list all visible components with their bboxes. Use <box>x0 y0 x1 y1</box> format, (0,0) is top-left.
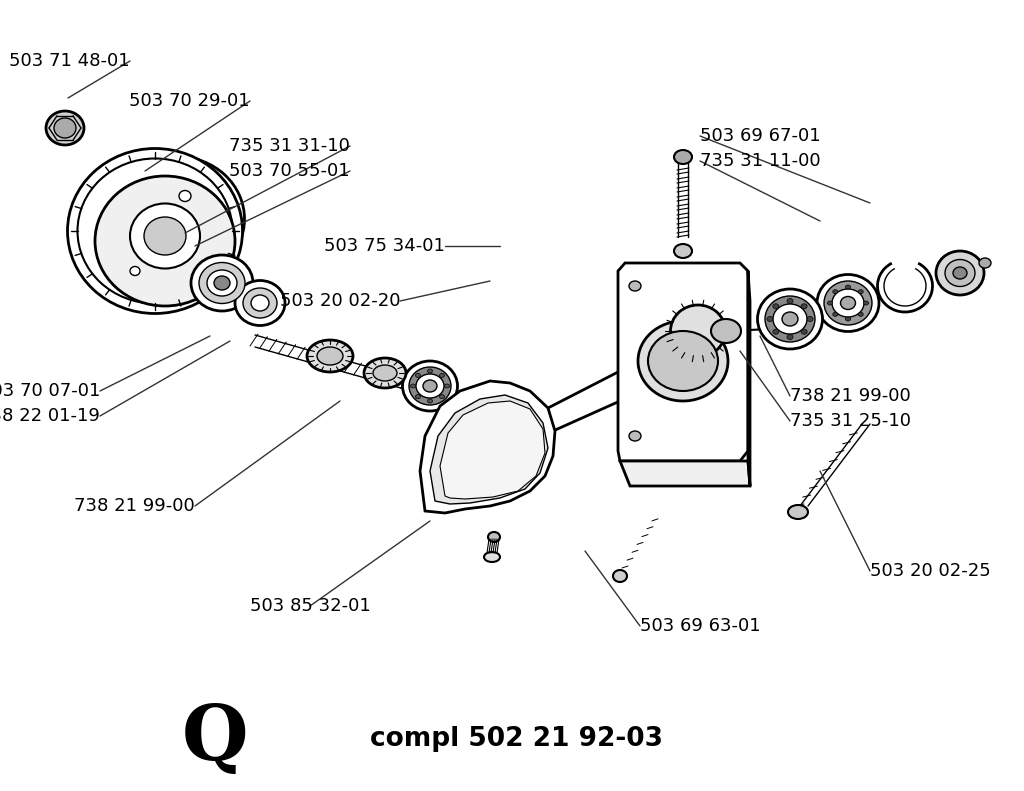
Ellipse shape <box>78 158 232 304</box>
Ellipse shape <box>214 276 230 290</box>
Text: 503 70 07-01: 503 70 07-01 <box>0 382 100 400</box>
Ellipse shape <box>824 281 872 325</box>
Ellipse shape <box>46 111 84 145</box>
Ellipse shape <box>773 329 779 335</box>
Ellipse shape <box>439 395 444 399</box>
Text: 503 70 29-01: 503 70 29-01 <box>129 92 250 110</box>
Ellipse shape <box>423 380 437 392</box>
Ellipse shape <box>833 290 838 293</box>
Ellipse shape <box>130 203 200 268</box>
Ellipse shape <box>674 244 692 258</box>
Ellipse shape <box>782 312 798 326</box>
Ellipse shape <box>444 384 450 388</box>
Ellipse shape <box>638 321 728 401</box>
Polygon shape <box>618 263 748 461</box>
Text: 503 69 63-01: 503 69 63-01 <box>640 617 761 635</box>
Ellipse shape <box>953 267 967 279</box>
Ellipse shape <box>629 281 641 291</box>
Ellipse shape <box>773 304 807 334</box>
Polygon shape <box>748 271 750 486</box>
Ellipse shape <box>807 316 813 321</box>
Ellipse shape <box>488 532 500 542</box>
Text: 738 22 01-19: 738 22 01-19 <box>0 407 100 425</box>
Ellipse shape <box>54 118 76 138</box>
Ellipse shape <box>144 217 186 255</box>
Text: 738 21 99-00: 738 21 99-00 <box>790 387 910 405</box>
Ellipse shape <box>409 367 451 405</box>
Text: 735 31 25-10: 735 31 25-10 <box>790 412 911 430</box>
Polygon shape <box>440 401 545 499</box>
Ellipse shape <box>773 304 779 308</box>
Ellipse shape <box>801 304 807 308</box>
Ellipse shape <box>765 296 815 342</box>
Ellipse shape <box>629 431 641 441</box>
Ellipse shape <box>801 329 807 335</box>
Ellipse shape <box>945 259 975 286</box>
Ellipse shape <box>439 373 444 377</box>
Text: 503 70 55-01: 503 70 55-01 <box>229 162 350 180</box>
Ellipse shape <box>234 281 285 326</box>
Ellipse shape <box>979 258 991 268</box>
Ellipse shape <box>787 335 793 339</box>
Ellipse shape <box>648 331 718 391</box>
Ellipse shape <box>863 301 868 305</box>
Ellipse shape <box>858 312 863 316</box>
Ellipse shape <box>758 289 822 349</box>
Ellipse shape <box>711 319 741 343</box>
Ellipse shape <box>307 340 353 372</box>
Ellipse shape <box>411 384 416 388</box>
Ellipse shape <box>427 369 432 373</box>
Ellipse shape <box>110 157 245 282</box>
Ellipse shape <box>767 316 773 321</box>
Ellipse shape <box>122 169 232 269</box>
Polygon shape <box>420 381 555 513</box>
Ellipse shape <box>484 552 500 562</box>
Ellipse shape <box>373 365 397 381</box>
Ellipse shape <box>243 288 278 318</box>
Ellipse shape <box>817 274 879 331</box>
Ellipse shape <box>191 255 253 311</box>
Ellipse shape <box>833 312 838 316</box>
Ellipse shape <box>841 297 855 309</box>
Ellipse shape <box>251 295 269 311</box>
Polygon shape <box>620 461 750 486</box>
Ellipse shape <box>207 270 237 296</box>
Text: 735 31 11-00: 735 31 11-00 <box>700 152 820 170</box>
Ellipse shape <box>936 251 984 295</box>
Text: 738 21 99-00: 738 21 99-00 <box>75 497 195 515</box>
Text: 503 20 02-20: 503 20 02-20 <box>280 292 400 310</box>
Ellipse shape <box>846 317 851 321</box>
Ellipse shape <box>68 149 243 313</box>
Ellipse shape <box>788 505 808 519</box>
Text: Q: Q <box>181 702 248 776</box>
Text: 503 71 48-01: 503 71 48-01 <box>9 52 130 70</box>
Text: 503 20 02-25: 503 20 02-25 <box>870 562 991 580</box>
Ellipse shape <box>317 347 343 365</box>
Ellipse shape <box>179 191 191 202</box>
Ellipse shape <box>199 263 245 304</box>
Ellipse shape <box>364 358 406 388</box>
Text: compl 502 21 92-03: compl 502 21 92-03 <box>370 726 663 752</box>
Ellipse shape <box>846 285 851 289</box>
Ellipse shape <box>427 399 432 403</box>
Ellipse shape <box>827 301 833 305</box>
Polygon shape <box>430 395 548 504</box>
Text: 503 85 32-01: 503 85 32-01 <box>250 597 371 615</box>
Ellipse shape <box>831 289 864 317</box>
Ellipse shape <box>402 361 458 411</box>
Ellipse shape <box>416 395 421 399</box>
Text: 503 69 67-01: 503 69 67-01 <box>700 127 820 145</box>
Ellipse shape <box>858 290 863 293</box>
Ellipse shape <box>416 374 444 398</box>
Ellipse shape <box>416 373 421 377</box>
Text: 503 75 34-01: 503 75 34-01 <box>325 237 445 255</box>
Ellipse shape <box>674 150 692 164</box>
Ellipse shape <box>95 176 234 306</box>
Ellipse shape <box>787 298 793 304</box>
Ellipse shape <box>613 570 627 582</box>
Ellipse shape <box>671 305 725 357</box>
Text: 735 31 31-10: 735 31 31-10 <box>229 137 350 155</box>
Ellipse shape <box>130 267 140 275</box>
